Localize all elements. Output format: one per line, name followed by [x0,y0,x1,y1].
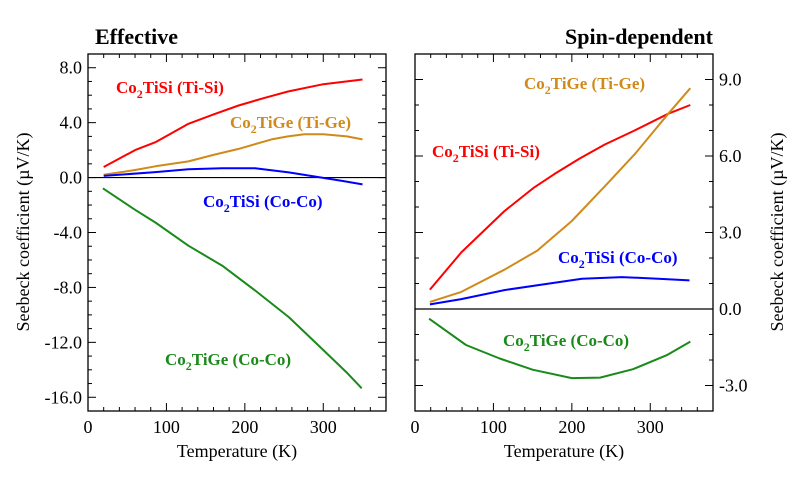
series-lines [428,87,692,380]
series-label: Co2TiGe (Co-Co) [165,350,291,373]
y-tick-label: -8.0 [54,277,83,297]
axis-ticks: 0 100 200 300 9.0 6.0 3.0 0.0 -3.0 [411,53,748,437]
series-line [428,317,691,380]
y-tick-label: 9.0 [719,70,742,90]
x-tick-label: 300 [637,417,664,437]
y-axis-label: Seebeck coefficient (µV/K) [767,133,788,332]
series-line [103,133,363,176]
y-tick-label: 8.0 [60,58,83,78]
panel-effective: Effective Temperature (K) Seebeck coeffi… [13,24,387,462]
series-label: Co2TiSi (Ti-Si) [116,78,224,101]
y-tick-label: -3.0 [719,376,748,396]
x-tick-label: 200 [231,417,258,437]
panel-title: Effective [95,24,178,49]
y-tick-label: -4.0 [54,223,83,243]
x-tick-label: 200 [558,417,585,437]
y-tick-label: -16.0 [45,387,83,407]
y-tick-label: -12.0 [45,332,83,352]
y-tick-label: 4.0 [60,113,83,133]
series-line [429,276,690,306]
series-label: Co2TiGe (Ti-Ge) [524,74,645,97]
x-tick-label: 100 [153,417,180,437]
y-tick-label: 6.0 [719,146,742,166]
series-line [102,187,363,389]
plot-frame [414,53,714,412]
x-axis-label: Temperature (K) [177,441,297,462]
series-label: Co2TiGe (Ti-Ge) [230,113,351,136]
series-label: Co2TiSi (Co-Co) [203,192,323,215]
y-tick-label: 3.0 [719,223,742,243]
series-label: Co2TiGe (Co-Co) [503,331,629,354]
x-tick-label: 0 [411,417,420,437]
series-line [429,104,691,291]
x-tick-label: 300 [310,417,337,437]
panel-title: Spin-dependent [565,24,714,49]
axis-ticks: 0 100 200 300 8.0 4.0 0.0 -4.0 -8.0 -12.0 -16.0 [45,53,387,437]
panel-spin-dependent: Spin-dependent Temperature (K) Seebeck c… [411,24,789,462]
y-axis-label: Seebeck coefficient (µV/K) [13,133,34,332]
series-label: Co2TiSi (Co-Co) [558,248,678,271]
x-tick-label: 100 [480,417,507,437]
y-tick-label: 0.0 [719,299,742,319]
series-labels: Co2TiSi (Ti-Si) Co2TiGe (Ti-Ge) Co2TiSi (C… [116,78,351,373]
series-line [429,87,692,303]
series-line [103,167,363,186]
series-label: Co2TiSi (Ti-Si) [432,142,540,165]
series-labels: Co2TiSi (Ti-Si) Co2TiGe (Ti-Ge) Co2TiSi (C… [432,74,678,354]
plot-frame [87,53,387,412]
series-line [103,78,363,168]
x-tick-label: 0 [84,417,93,437]
x-axis-label: Temperature (K) [504,441,624,462]
y-tick-label: 0.0 [60,168,83,188]
series-lines [102,78,363,389]
